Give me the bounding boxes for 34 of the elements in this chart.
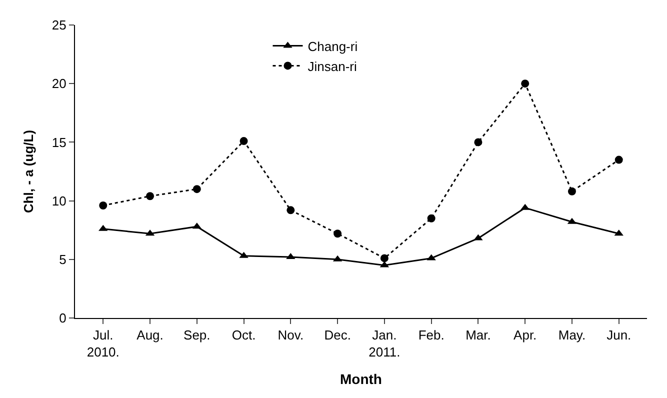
x-tick-label: Mar.	[466, 328, 491, 343]
x-tick-label: Jul. 2010.	[86, 328, 120, 360]
point	[380, 254, 388, 262]
x-tick-label: Nov.	[278, 328, 304, 343]
y-tick-label: 10	[52, 193, 66, 208]
y-tick-label: 15	[52, 134, 66, 150]
point	[614, 156, 623, 164]
point	[521, 80, 530, 88]
y-tick-label: 5	[59, 252, 66, 267]
x-axis-title: Month	[340, 370, 382, 387]
x-tick-label: Dec.	[324, 328, 351, 343]
legend-label: Jinsan-ri	[308, 58, 357, 74]
point	[99, 201, 108, 210]
x-tick-label: Jan. 2011.	[368, 328, 400, 360]
point	[286, 206, 295, 214]
x-tick-label: Sep.	[184, 328, 210, 343]
x-tick-label: Oct.	[232, 328, 256, 343]
point	[192, 185, 201, 194]
y-tick-label: 25	[52, 18, 66, 33]
point	[146, 192, 154, 200]
point	[240, 137, 248, 146]
point	[474, 138, 482, 146]
x-tick-label: Feb.	[418, 328, 444, 343]
y-tick-label: 20	[52, 76, 66, 92]
point	[334, 230, 342, 238]
x-tick-label: Apr.	[514, 328, 537, 343]
point	[568, 187, 576, 196]
x-tick-label: May.	[558, 328, 586, 343]
x-tick-label: Aug.	[136, 328, 164, 343]
x-tick-label: Jun.	[606, 328, 632, 343]
legend-label: Chang-ri	[308, 38, 358, 54]
point	[427, 214, 436, 222]
y-axis-title: Chl, - a (ug/L)	[20, 130, 36, 214]
y-tick-label: 0	[59, 310, 66, 326]
